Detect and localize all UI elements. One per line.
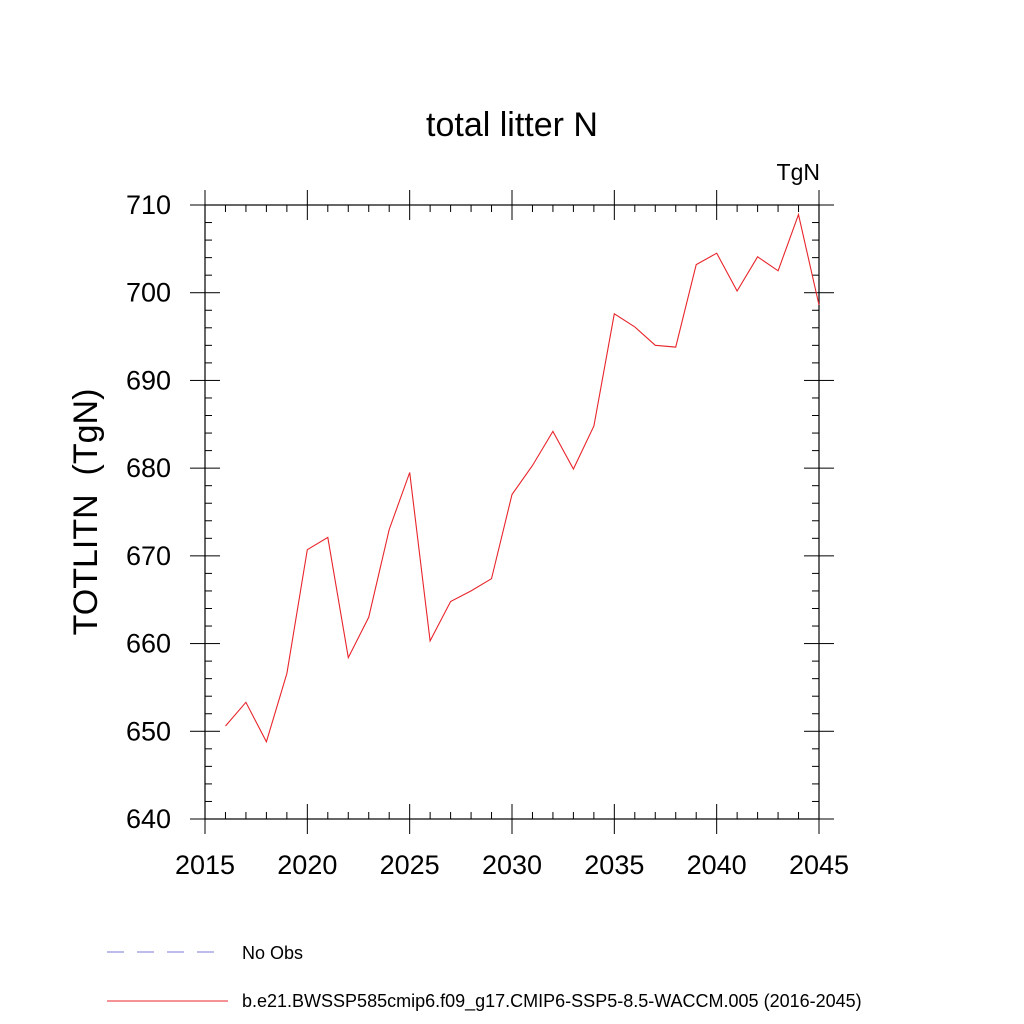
chart-title: total litter N [426,106,598,144]
y-tick-label: 660 [126,629,171,659]
series-line [225,212,820,744]
plot-frame [204,204,820,820]
axis-ticks [190,190,834,834]
y-axis-label: TOTLITN (TgN) [67,389,105,636]
y-tick-label: 670 [126,541,171,571]
y-tick-label: 700 [126,278,171,308]
y-tick-label: 690 [126,365,171,395]
y-tick-label: 710 [126,190,171,220]
units-label: TgN [777,159,820,185]
y-tick-label: 640 [126,804,171,834]
x-tick-label: 2035 [584,850,644,880]
y-tick-labels: 640 650 660 670 680 690 700 710 [126,190,171,834]
legend-label-no-obs: No Obs [242,943,303,963]
x-tick-label: 2040 [687,850,747,880]
series-group [225,212,820,744]
x-tick-label: 2020 [277,850,337,880]
x-tick-label: 2045 [789,850,849,880]
x-tick-label: 2015 [175,850,235,880]
x-tick-label: 2025 [380,850,440,880]
y-tick-label: 680 [126,453,171,483]
x-tick-labels: 2015 2020 2025 2030 2035 2040 2045 [175,850,849,880]
legend-label-model: b.e21.BWSSP585cmip6.f09_g17.CMIP6-SSP5-8… [242,991,862,1012]
x-tick-label: 2030 [482,850,542,880]
y-tick-label: 650 [126,716,171,746]
legend: No Obs b.e21.BWSSP585cmip6.f09_g17.CMIP6… [107,943,862,1012]
